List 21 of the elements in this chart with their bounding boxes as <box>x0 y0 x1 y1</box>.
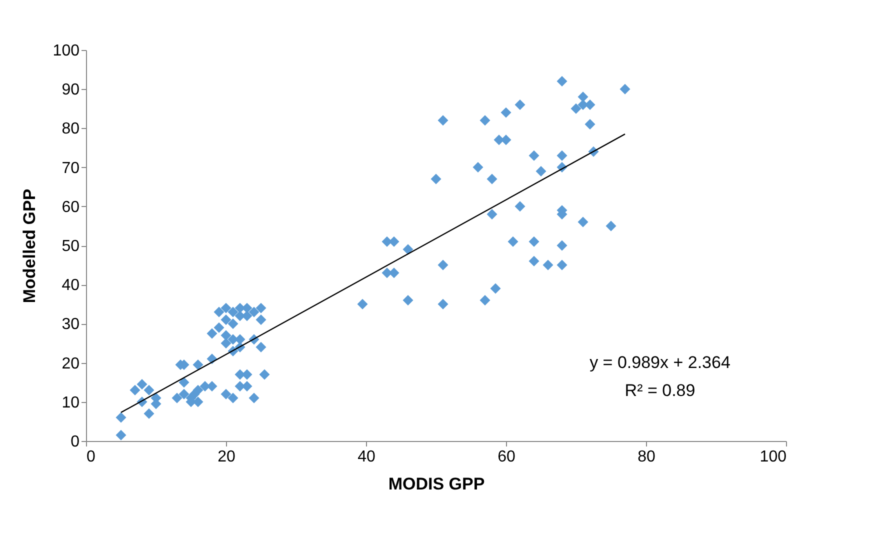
y-tick-label: 50 <box>62 238 80 255</box>
x-tick-label: 80 <box>638 448 656 466</box>
y-tick-label: 10 <box>62 394 80 412</box>
y-tick-label: 40 <box>62 277 80 294</box>
y-tick-label: 90 <box>62 82 80 99</box>
y-tick-label: 100 <box>52 42 80 60</box>
x-tick-label: 60 <box>498 448 516 466</box>
y-axis-title: Modelled GPP <box>20 188 39 304</box>
x-axis-title: MODIS GPP <box>388 474 485 494</box>
y-tick-label: 60 <box>62 198 80 216</box>
annotation: R² = 0.89 <box>624 380 696 400</box>
y-tick-label: 80 <box>62 120 80 138</box>
x-tick-label: 100 <box>760 448 787 466</box>
x-tick-label: 20 <box>218 448 236 466</box>
y-tick-label: 70 <box>62 160 80 177</box>
y-tick-label: 20 <box>62 355 80 372</box>
y-tick-label: 0 <box>70 434 80 450</box>
annotation: y = 0.989x + 2.364 <box>590 352 730 372</box>
y-tick-label: 30 <box>62 316 80 334</box>
x-tick-label: 0 <box>86 448 96 466</box>
x-tick-label: 40 <box>358 448 376 466</box>
